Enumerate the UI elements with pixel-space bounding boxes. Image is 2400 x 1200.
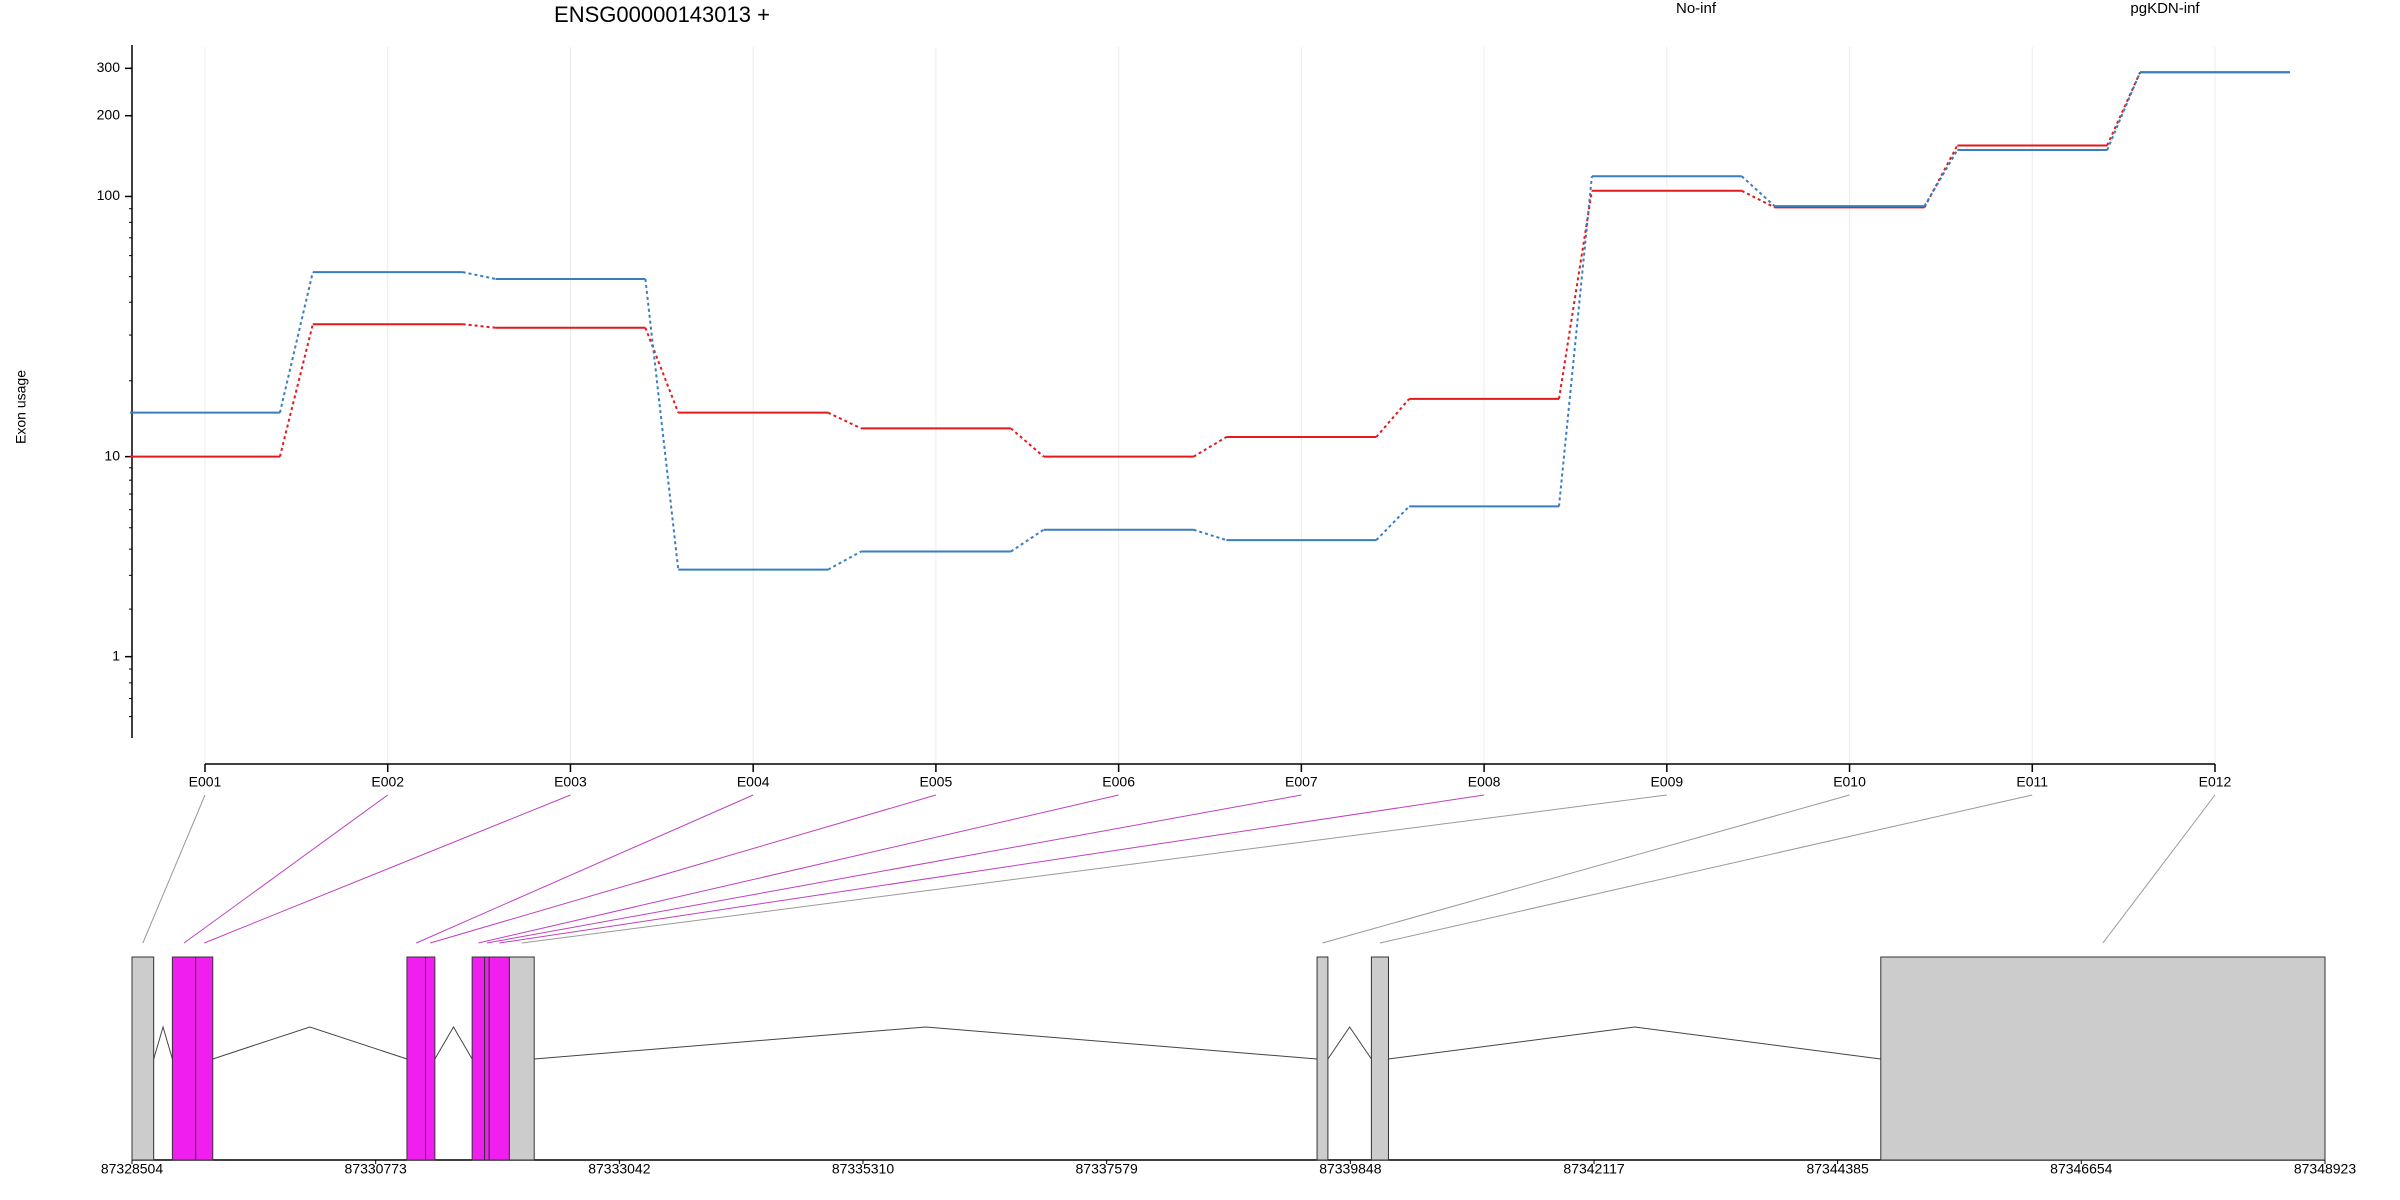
- exon-connector: [142, 794, 206, 944]
- exon-connector: [204, 794, 571, 944]
- x-tick-label: E007: [1285, 774, 1318, 790]
- y-tick-label: 10: [104, 447, 120, 463]
- y-tick-label: 1: [112, 647, 120, 663]
- exon-connector: [499, 794, 1485, 944]
- x-tick-label: E004: [737, 774, 770, 790]
- x-tick-label: E011: [2016, 774, 2048, 790]
- x-tick-label: E005: [920, 774, 953, 790]
- exon: [488, 956, 510, 1161]
- y-tick-label: 200: [97, 106, 121, 122]
- y-axis-label: Exon usage: [13, 370, 29, 444]
- x-tick-label: E002: [371, 774, 404, 790]
- exon: [195, 956, 214, 1161]
- series-connector: [1010, 528, 1045, 553]
- x-tick-label: E008: [1468, 774, 1501, 790]
- gene-tick-label: 87344385: [1806, 1161, 1869, 1177]
- exon-connector: [1322, 794, 1850, 944]
- exon: [1880, 956, 2326, 1161]
- gene-tick-label: 87339848: [1319, 1161, 1382, 1177]
- series-connector: [278, 323, 314, 457]
- gene-tick-label: 87335310: [832, 1161, 895, 1177]
- exon: [1316, 956, 1329, 1161]
- y-tick-label: 300: [97, 59, 121, 75]
- exon-connector: [478, 794, 1119, 944]
- intron: [434, 1026, 473, 1060]
- series-connector: [1558, 176, 1593, 507]
- series-connector: [1741, 189, 1776, 209]
- intron: [153, 1025, 173, 1060]
- exon: [1370, 956, 1389, 1161]
- series-connector: [827, 550, 862, 571]
- series-connector: [2106, 71, 2141, 146]
- series-connector: [1741, 175, 1776, 207]
- y-tick-label: 100: [97, 187, 121, 203]
- chart-title: ENSG00000143013 +: [554, 2, 770, 27]
- intron: [1388, 1026, 1881, 1060]
- x-tick-label: E009: [1650, 774, 1683, 790]
- series-connector: [644, 278, 680, 570]
- x-tick-label: E012: [2199, 774, 2232, 790]
- gene-tick-label: 87348923: [2294, 1161, 2357, 1177]
- x-tick-label: E006: [1102, 774, 1135, 790]
- exon-connector: [1379, 794, 2033, 944]
- series-connector: [1375, 398, 1410, 438]
- series-connector: [1923, 144, 1959, 208]
- series-connector: [1375, 505, 1410, 541]
- gene-tick-label: 87330773: [345, 1161, 408, 1177]
- intron: [212, 1026, 408, 1060]
- series-connector: [2106, 71, 2142, 151]
- series-connector: [1193, 528, 1227, 542]
- exon: [171, 956, 197, 1161]
- exon-connector: [183, 794, 389, 944]
- gene-tick-label: 87342117: [1563, 1161, 1624, 1177]
- exon-connector: [521, 794, 1667, 944]
- exon: [508, 956, 535, 1161]
- exon-connector: [2102, 794, 2216, 944]
- legend-label: pgKDN-inf: [2130, 0, 2200, 17]
- gene-tick-label: 87337579: [1076, 1161, 1139, 1177]
- exon: [131, 956, 155, 1161]
- gene-tick-label: 87328504: [101, 1161, 164, 1177]
- legend-label: No-inf: [1676, 0, 1717, 17]
- series-connector: [644, 327, 680, 414]
- series-connector: [1558, 190, 1593, 400]
- x-tick-label: E003: [554, 774, 587, 790]
- series-connector: [278, 271, 314, 413]
- series-connector: [462, 323, 496, 329]
- gene-tick-label: 87333042: [588, 1161, 651, 1177]
- exon: [406, 956, 427, 1161]
- series-connector: [827, 411, 862, 430]
- exon-connector: [430, 794, 937, 944]
- series-connector: [1010, 427, 1045, 458]
- x-tick-label: E010: [1833, 774, 1866, 790]
- series-connector: [1923, 149, 1959, 207]
- gene-tick-label: 87346654: [2050, 1161, 2113, 1177]
- intron: [1327, 1026, 1372, 1060]
- exon-connector: [416, 794, 754, 944]
- exon: [484, 956, 490, 1161]
- exon-connector: [486, 794, 1302, 944]
- x-tick-label: E001: [189, 774, 222, 790]
- exon: [425, 956, 436, 1161]
- series-connector: [1193, 436, 1227, 458]
- series-connector: [462, 271, 496, 280]
- intron: [534, 1026, 1318, 1060]
- exon: [471, 956, 486, 1161]
